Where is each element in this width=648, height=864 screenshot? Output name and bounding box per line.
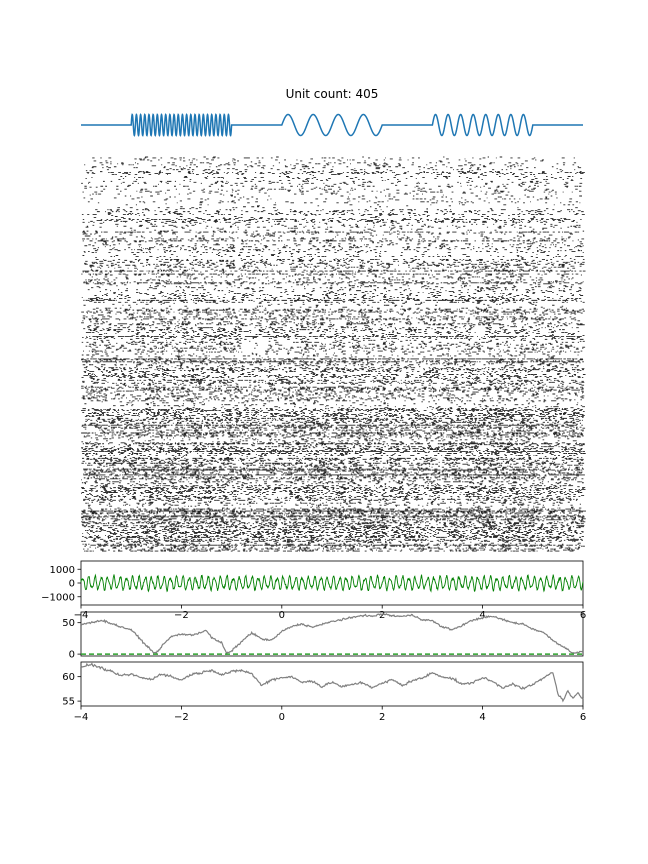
lfp-ytick-label: 0 <box>69 579 75 590</box>
stimulus-line <box>81 113 583 137</box>
chart-title: Unit count: 405 <box>286 87 379 101</box>
lfp-xtick-label: 4 <box>479 610 485 621</box>
lfp-xtick-label: −2 <box>174 610 189 621</box>
trace-2-ytick-label: 50 <box>62 618 75 629</box>
trace-2-ytick-label: 0 <box>69 650 75 661</box>
stimulus-panel <box>81 113 583 137</box>
trace-3-line <box>80 662 584 703</box>
lfp-xtick-label: 2 <box>379 610 385 621</box>
trace-3-ytick-label: 55 <box>62 697 75 708</box>
spike-raster-marks <box>81 156 586 552</box>
trace-3-xtick-label: 2 <box>379 712 385 723</box>
trace-3-xtick-label: −2 <box>174 712 189 723</box>
lfp-ytick-label: −1000 <box>41 592 75 603</box>
trace-3-ytick-label: 60 <box>62 672 75 683</box>
lfp-line <box>80 573 584 593</box>
trace-2-panel: 50 0 <box>62 611 584 661</box>
trace-2-frame <box>80 611 584 657</box>
lfp-ytick-label: 1000 <box>50 565 75 576</box>
trace-3-frame <box>80 661 584 707</box>
lfp-xtick-label: 0 <box>279 610 285 621</box>
trace-3-xtick-label: 6 <box>580 712 586 723</box>
trace-2-line <box>80 613 584 656</box>
spike-raster-panel <box>81 156 586 552</box>
trace-3-panel: 60 55 −4 −2 0 2 4 6 <box>62 661 586 723</box>
trace-3-xtick-label: −4 <box>74 712 89 723</box>
trace-3-xtick-label: 0 <box>279 712 285 723</box>
trace-3-xtick-label: 4 <box>479 712 485 723</box>
